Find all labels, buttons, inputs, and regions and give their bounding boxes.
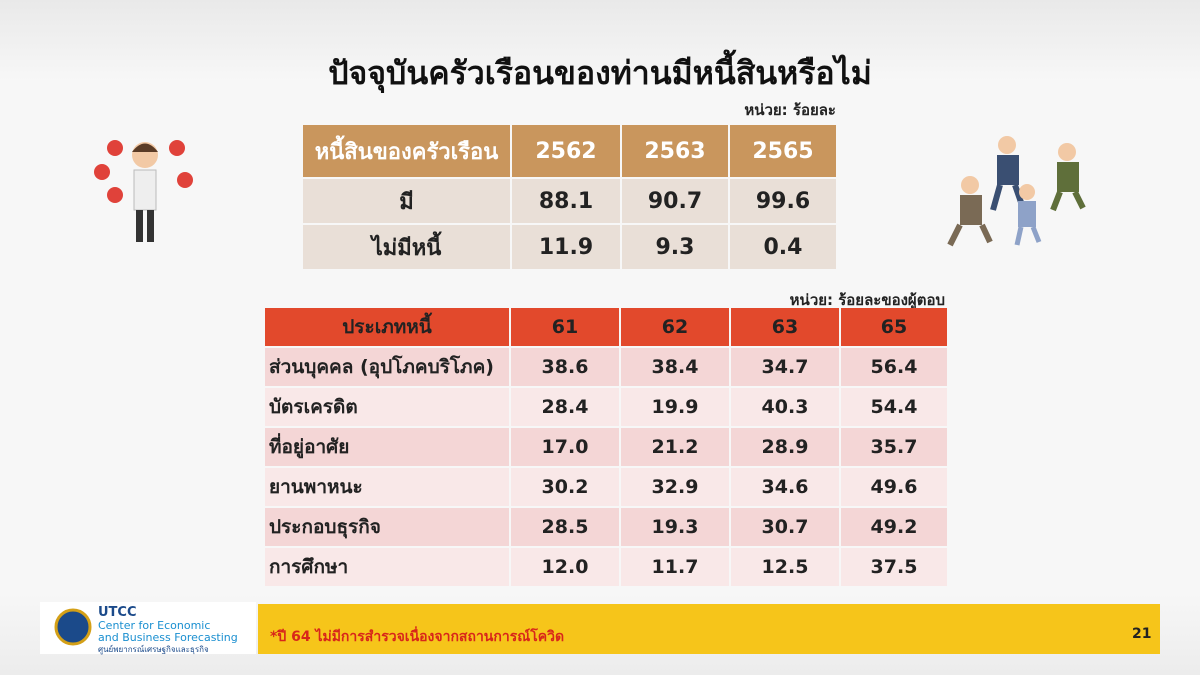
column-header: หนี้สินของครัวเรือน — [303, 125, 510, 177]
table-row: ที่อยู่อาศัย 17.0 21.2 28.9 35.7 — [265, 428, 947, 466]
cell: 21.2 — [621, 428, 729, 466]
row-label: ที่อยู่อาศัย — [265, 428, 509, 466]
debt-type-table: ประเภทหนี้ 61 62 63 65 ส่วนบุคคล (อุปโภคบริโภ… — [263, 306, 949, 588]
cell: 0.4 — [730, 225, 836, 269]
page-number: 21 — [1132, 626, 1152, 642]
cell: 28.9 — [731, 428, 839, 466]
cell: 34.7 — [731, 348, 839, 386]
column-header: 61 — [511, 308, 619, 346]
footnote: *ปี 64 ไม่มีการสำรวจเนื่องจากสถานการณ์โค… — [270, 629, 565, 645]
cell: 90.7 — [622, 179, 728, 223]
row-label: การศึกษา — [265, 548, 509, 586]
column-header: 2562 — [512, 125, 620, 177]
logo-name: UTCC — [98, 605, 137, 620]
table-row: ยานพาหนะ 30.2 32.9 34.6 49.6 — [265, 468, 947, 506]
slide-title: ปัจจุบันครัวเรือนของท่านมีหนี้สินหรือไม่ — [328, 54, 872, 92]
cell: 88.1 — [512, 179, 620, 223]
table-row: การศึกษา 12.0 11.7 12.5 37.5 — [265, 548, 947, 586]
column-header: 65 — [841, 308, 947, 346]
cell: 30.7 — [731, 508, 839, 546]
logo-line: Center for Economic — [98, 619, 211, 632]
cell: 28.5 — [511, 508, 619, 546]
table-row: มี 88.1 90.7 99.6 — [303, 179, 836, 223]
row-label: มี — [303, 179, 510, 223]
cell: 30.2 — [511, 468, 619, 506]
column-header: 2563 — [622, 125, 728, 177]
column-header: 63 — [731, 308, 839, 346]
cell: 11.9 — [512, 225, 620, 269]
table-row: ส่วนบุคคล (อุปโภคบริโภค) 38.6 38.4 34.7 56.4 — [265, 348, 947, 386]
column-header: ประเภทหนี้ — [265, 308, 509, 346]
logo: UTCC Center for Economic and Business Fo… — [40, 602, 256, 654]
row-label: บัตรเครดิต — [265, 388, 509, 426]
column-header: 2565 — [730, 125, 836, 177]
cell: 49.6 — [841, 468, 947, 506]
cell: 11.7 — [621, 548, 729, 586]
cell: 17.0 — [511, 428, 619, 466]
table-row: บัตรเครดิต 28.4 19.9 40.3 54.4 — [265, 388, 947, 426]
header-row: หนี้สินของครัวเรือน 2562 2563 2565 — [303, 125, 836, 177]
unit-label: หน่วย: ร้อยละของผู้ตอบ — [789, 291, 945, 309]
cell: 99.6 — [730, 179, 836, 223]
cell: 32.9 — [621, 468, 729, 506]
cell: 9.3 — [622, 225, 728, 269]
table-row: ประกอบธุรกิจ 28.5 19.3 30.7 49.2 — [265, 508, 947, 546]
cell: 49.2 — [841, 508, 947, 546]
happy-people-illustration — [947, 136, 1086, 247]
cell: 12.0 — [511, 548, 619, 586]
cell: 38.4 — [621, 348, 729, 386]
header-row: ประเภทหนี้ 61 62 63 65 — [265, 308, 947, 346]
logo-emblem — [54, 608, 92, 646]
logo-line: and Business Forecasting — [98, 631, 238, 644]
cell: 40.3 — [731, 388, 839, 426]
cell: 28.4 — [511, 388, 619, 426]
row-label: ยานพาหนะ — [265, 468, 509, 506]
row-label: ประกอบธุรกิจ — [265, 508, 509, 546]
row-label: ไม่มีหนี้ — [303, 225, 510, 269]
table-row: ไม่มีหนี้ 11.9 9.3 0.4 — [303, 225, 836, 269]
cell: 34.6 — [731, 468, 839, 506]
logo-thai: ศูนย์พยากรณ์เศรษฐกิจและธุรกิจ — [98, 645, 209, 654]
stressed-person-illustration — [94, 140, 193, 242]
footer-band — [258, 604, 1160, 654]
cell: 12.5 — [731, 548, 839, 586]
cell: 35.7 — [841, 428, 947, 466]
column-header: 62 — [621, 308, 729, 346]
cell: 54.4 — [841, 388, 947, 426]
household-debt-table: หนี้สินของครัวเรือน 2562 2563 2565 มี 88.1 90.… — [301, 123, 838, 271]
unit-label: หน่วย: ร้อยละ — [744, 101, 836, 119]
cell: 19.3 — [621, 508, 729, 546]
cell: 56.4 — [841, 348, 947, 386]
row-label: ส่วนบุคคล (อุปโภคบริโภค) — [265, 348, 509, 386]
cell: 37.5 — [841, 548, 947, 586]
cell: 19.9 — [621, 388, 729, 426]
cell: 38.6 — [511, 348, 619, 386]
